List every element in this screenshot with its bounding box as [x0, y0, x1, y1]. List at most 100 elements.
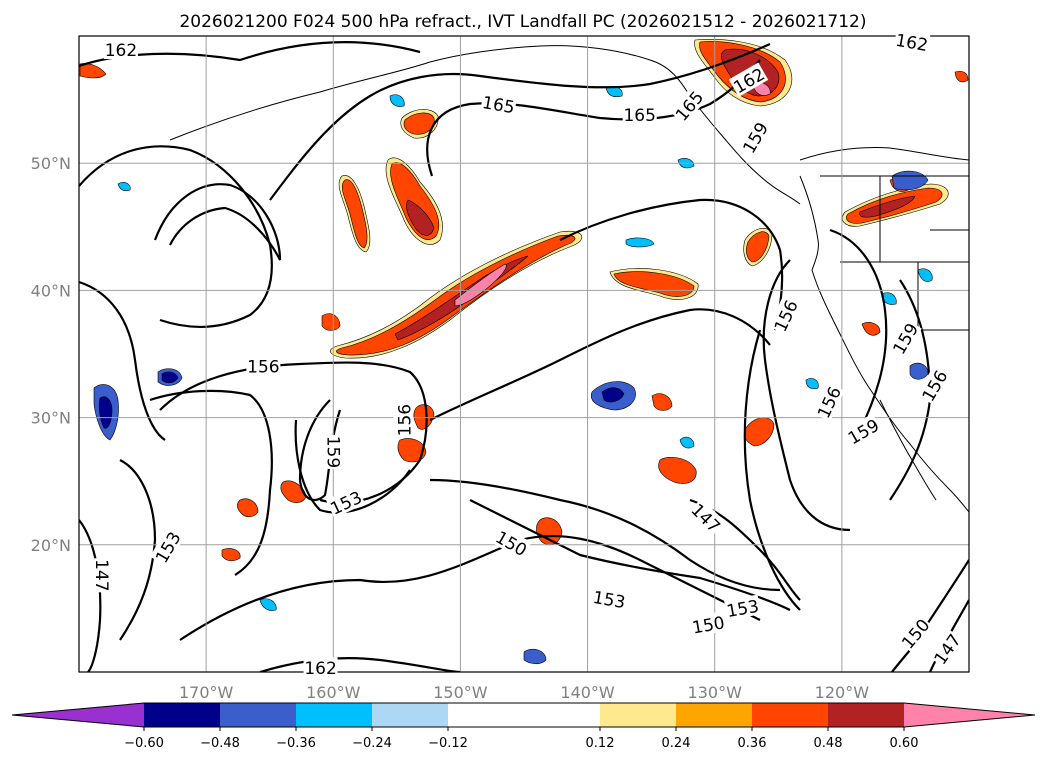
- colorbar-tick-label: 0.24: [662, 736, 691, 751]
- contour-label: 156: [395, 404, 415, 436]
- neg-coast-3: [917, 268, 933, 282]
- gulf-spot-orange: [403, 112, 435, 135]
- spot-c: [397, 438, 427, 463]
- colorbar-tick-label: 0.36: [738, 736, 767, 751]
- contour-159-coast: [829, 228, 888, 431]
- contour-label: 159: [322, 436, 342, 468]
- x-tick-label: 130°W: [688, 683, 743, 702]
- neg-spot-4: [679, 436, 695, 449]
- contour-153-mid: [429, 478, 781, 592]
- spot-m: [861, 322, 881, 336]
- map-background: [79, 36, 969, 672]
- coast-baja: [879, 399, 937, 501]
- contour-label-halo: [843, 413, 883, 448]
- x-tick-label: 160°W: [306, 683, 361, 702]
- colorbar-segment: [372, 703, 448, 727]
- colorbar-tick-labels: −0.60 −0.48 −0.36 −0.24 −0.12 0.12 0.24 0.36 0.4…: [124, 727, 918, 751]
- contour-label: 162: [304, 659, 336, 679]
- colorbar-tick-label: 0.60: [890, 736, 919, 751]
- coastlines: [169, 45, 969, 513]
- north-band-red: [406, 199, 435, 236]
- contour-label-group: 162: [103, 38, 138, 61]
- spot-e: [536, 517, 563, 545]
- contour-label-group: 156: [811, 382, 846, 422]
- neg-spot-3: [625, 237, 655, 248]
- y-tick-label: 30°N: [31, 409, 71, 428]
- contour-147-west: [79, 519, 102, 672]
- contour-label-halo: [768, 295, 802, 336]
- contour-label-halo: [893, 28, 931, 55]
- colorbar-tick-label: −0.48: [200, 736, 240, 751]
- colorbar-segment: [296, 703, 372, 727]
- contour-162-south: [259, 656, 461, 672]
- contour-153-sw: [149, 389, 273, 576]
- contour-label-halo: [811, 382, 845, 422]
- colorbar-tick-label: −0.60: [124, 736, 164, 751]
- contour-159-east: [559, 198, 784, 331]
- east-44n-orange: [746, 231, 770, 263]
- map-frame: [78, 35, 970, 673]
- contour-label: 156: [247, 358, 279, 378]
- colorbar-segment: [144, 703, 220, 727]
- contour-label-halo: [928, 628, 965, 669]
- colorbar-tick-label: −0.24: [352, 736, 392, 751]
- x-tick-label: 150°W: [433, 683, 488, 702]
- neg-spot-8: [805, 378, 819, 390]
- contour-label-halo: [728, 62, 769, 97]
- contour-150-inner: [469, 499, 791, 611]
- contour-label-halo: [393, 403, 414, 438]
- colorbar-tick-label: −0.36: [276, 736, 316, 751]
- neg-spot-5: [259, 598, 277, 611]
- colorbar-segment: [752, 703, 828, 727]
- contour-label-group: 147: [91, 558, 113, 593]
- spot-f: [280, 480, 307, 503]
- contour-label-halo: [724, 594, 761, 621]
- contour-label-halo: [896, 613, 934, 653]
- contour-label-group: 165: [480, 90, 518, 118]
- contour-label-halo: [303, 657, 338, 678]
- contour-label-group: 156: [246, 355, 281, 378]
- colorbar: [11, 702, 1036, 728]
- y-tick-label: 20°N: [31, 536, 71, 555]
- neg-west-2-core: [161, 371, 179, 384]
- spot-l: [954, 70, 969, 83]
- contour-label-group: 153: [724, 594, 761, 622]
- x-tick-label: 140°W: [560, 683, 615, 702]
- contour-153-east: [743, 329, 801, 611]
- ar-band-pink: [454, 263, 507, 307]
- neg-spot-2: [389, 94, 405, 107]
- contour-label-halo: [103, 38, 138, 59]
- contour-153-hook: [294, 419, 411, 514]
- neg-south: [523, 648, 547, 665]
- contour-156-east: [762, 259, 851, 532]
- x-tick-labels: 170°W 160°W 150°W 140°W 130°W 120°W: [179, 683, 869, 702]
- contour-label-group: 159: [322, 434, 345, 469]
- contour-label-halo: [325, 485, 366, 519]
- colorbar-tick-label: 0.48: [814, 736, 843, 751]
- colorbar-segment: [448, 703, 600, 727]
- spot-g: [236, 498, 259, 518]
- border-alaska: [799, 147, 969, 161]
- x-tick-label: 170°W: [179, 683, 234, 702]
- contour-159-west: [79, 145, 273, 328]
- colorbar-extend-min: [12, 703, 144, 727]
- contour-label-halo: [689, 611, 727, 637]
- colorbar-tick-label: −0.12: [428, 736, 468, 751]
- contour-label-group: 153: [590, 585, 628, 613]
- spot-j: [221, 548, 241, 562]
- colorbar-extend-max: [904, 703, 1035, 727]
- colorbar-segment: [676, 703, 752, 727]
- colorbar-segment: [600, 703, 676, 727]
- contour-label: 162: [105, 41, 137, 61]
- spot-h: [321, 313, 341, 331]
- contour-label-halo: [324, 434, 345, 469]
- contour-156-mid: [429, 308, 771, 421]
- map-area: [79, 36, 969, 672]
- contour-label-halo: [480, 90, 518, 117]
- chart-title: 2026021200 F024 500 hPa refract., IVT La…: [179, 12, 866, 32]
- contour-label-halo: [737, 117, 772, 157]
- coast-bc: [799, 175, 819, 271]
- spot-i: [651, 393, 673, 411]
- contour-label-halo: [246, 355, 281, 376]
